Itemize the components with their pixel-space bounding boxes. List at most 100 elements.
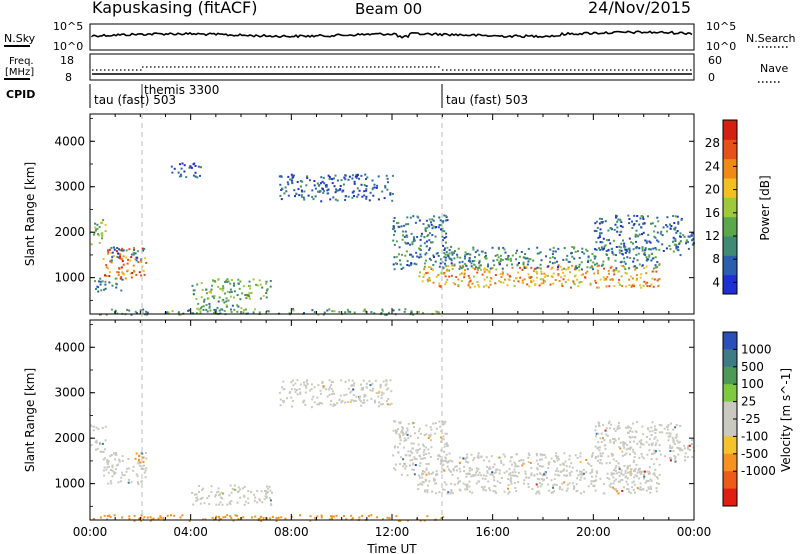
heat-cell-power [573, 268, 576, 271]
heat-cell-vel [208, 495, 210, 497]
heat-cell-vel [561, 482, 564, 485]
heat-cell-vel [600, 462, 603, 465]
heat-cell-power [423, 262, 426, 265]
heat-cell-power [678, 241, 681, 244]
heat-cell-vel [636, 471, 639, 474]
nsky-tick-lo: 10^0 [53, 40, 83, 53]
heat-cell-vel [406, 474, 409, 477]
heat-cell-vel [407, 437, 410, 440]
heat-cell-vel [369, 384, 372, 387]
heat-cell-power [576, 278, 578, 281]
heat-cell-power [396, 262, 398, 265]
heat-cell-vel [600, 432, 603, 435]
heat-cell-vel [624, 476, 627, 479]
heat-cell-power [99, 280, 102, 283]
heat-cell-power [121, 247, 124, 250]
heat-cell-power [372, 186, 375, 189]
heat-cell-power [376, 184, 379, 187]
heat-cell-vel [217, 515, 220, 518]
velocity-colorbar-swatch [723, 471, 737, 490]
heat-cell-power [615, 269, 618, 272]
heat-cell-power [651, 270, 654, 273]
heat-cell-power [472, 275, 475, 278]
heat-cell-power [685, 239, 688, 242]
heat-cell-vel [575, 469, 578, 472]
heat-cell-vel [417, 443, 420, 446]
heat-cell-power [651, 257, 654, 260]
heat-cell-power [506, 284, 509, 287]
heat-cell-vel [99, 450, 102, 453]
heat-cell-power [469, 260, 471, 263]
heat-cell-vel [624, 472, 627, 475]
heat-cell-vel [416, 451, 419, 454]
heat-cell-power [225, 279, 228, 282]
heat-cell-power [527, 247, 530, 250]
heat-cell-vel [424, 490, 426, 493]
heat-cell-vel [387, 387, 390, 390]
heat-cell-vel [442, 421, 445, 423]
heat-cell-power [395, 255, 398, 258]
heat-cell-power [595, 281, 597, 284]
heat-cell-power [223, 301, 226, 304]
heat-cell-vel [99, 443, 102, 446]
heat-cell-vel [633, 476, 636, 479]
heat-cell-vel [118, 460, 121, 463]
heat-cell-power [605, 278, 608, 281]
heat-cell-power [180, 175, 183, 177]
heat-cell-power [130, 313, 133, 316]
heat-cell-power [248, 295, 251, 298]
power-colorbar-swatch [723, 216, 737, 237]
heat-cell-power [618, 234, 621, 236]
heat-cell-vel [405, 454, 408, 457]
heat-cell-power [656, 279, 659, 282]
heat-cell-vel [352, 384, 355, 387]
heat-cell-power [573, 247, 575, 250]
heat-cell-vel [634, 474, 637, 477]
heat-cell-power [557, 274, 560, 277]
heat-cell-power [300, 195, 303, 198]
heat-cell-vel [552, 484, 555, 487]
heat-cell-power [486, 268, 489, 271]
heat-cell-power [430, 259, 432, 261]
heat-cell-power [98, 280, 100, 283]
heat-cell-power [658, 263, 661, 266]
heat-cell-vel [280, 516, 283, 519]
heat-cell-power [209, 291, 212, 294]
heat-cell-vel [425, 452, 428, 455]
heat-cell-power [526, 263, 529, 266]
heat-cell-power [114, 277, 117, 280]
heat-cell-vel [284, 517, 287, 520]
heat-cell-power [474, 251, 477, 254]
heat-cell-power [628, 278, 631, 281]
heat-cell-vel [535, 454, 538, 457]
heat-cell-power [280, 189, 283, 191]
heat-cell-power [573, 257, 576, 260]
heat-cell-vel [418, 454, 421, 457]
heat-cell-power [650, 283, 653, 286]
heat-cell-vel [601, 452, 604, 455]
heat-cell-power [536, 272, 539, 275]
heat-cell-vel [686, 456, 689, 459]
heat-cell-vel [421, 483, 424, 486]
heat-cell-vel [679, 424, 682, 427]
heat-cell-vel [493, 484, 496, 487]
heat-cell-vel [654, 444, 657, 447]
heat-cell-power [515, 277, 518, 279]
heat-cell-power [582, 273, 584, 276]
heat-cell-power [501, 270, 504, 273]
heat-cell-power [632, 248, 635, 251]
heat-cell-power [380, 311, 383, 314]
heat-cell-vel [498, 469, 501, 472]
heat-cell-power [498, 261, 500, 264]
heat-cell-power [432, 219, 435, 222]
heat-cell-vel [90, 444, 93, 447]
heat-cell-vel [612, 476, 615, 479]
heat-cell-power [177, 312, 180, 315]
x-tick-label: 20:00 [576, 525, 611, 539]
power-colorbar-swatch [723, 120, 737, 140]
heat-cell-power [321, 187, 324, 190]
heat-cell-vel [260, 490, 263, 493]
heat-cell-power [392, 309, 395, 312]
heat-cell-vel [132, 469, 135, 472]
heat-cell-power [496, 253, 499, 256]
